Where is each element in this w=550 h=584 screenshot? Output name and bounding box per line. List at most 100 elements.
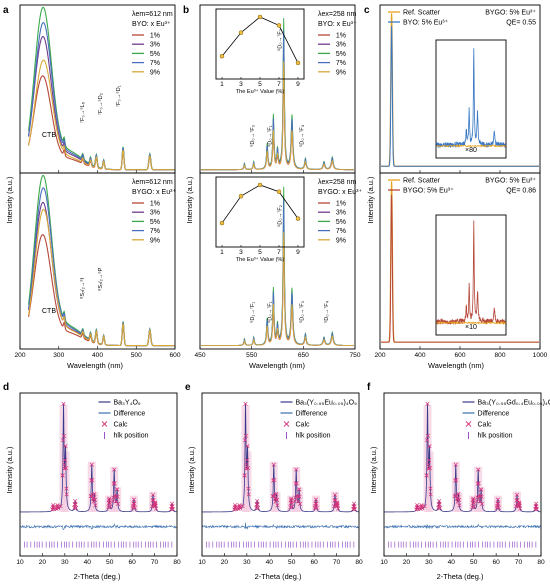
e-calc-marker	[243, 438, 248, 443]
e-x-tick-label: 80	[355, 559, 363, 566]
a-top-annotation-transition: ⁷F₀→⁵D₂	[97, 93, 104, 115]
e-x-tick-label: 10	[198, 559, 206, 566]
f-calc-marker	[427, 444, 432, 449]
d-calc-marker	[73, 498, 78, 504]
f-calc-marker	[437, 498, 442, 504]
f-calc-marker	[424, 473, 429, 478]
f-calc-marker	[472, 504, 477, 509]
e-x-tick-label: 70	[333, 559, 341, 566]
b-top-series-line	[201, 61, 354, 171]
b-top-annotation-transition: ⁵D₀→⁷F₃	[249, 125, 256, 147]
f-x-tick-label: 50	[470, 559, 478, 566]
d-calc-marker	[132, 501, 137, 506]
f-calc-marker	[425, 401, 430, 406]
c-top-inset-magnification: ×80	[465, 147, 477, 154]
d-calc-marker	[115, 494, 120, 499]
b-top-inset-line	[221, 16, 299, 64]
d-difference-line	[20, 522, 177, 531]
a-top-series-line	[27, 59, 175, 171]
d-calc-marker	[55, 504, 60, 509]
e-calc-marker	[273, 499, 278, 504]
f-legend-entry-calc: Calc	[478, 422, 493, 429]
b-top-legend-entry: 7%	[336, 60, 346, 67]
x-axis-label-f: 2-Theta (deg.)	[437, 572, 484, 581]
f-calc-marker	[427, 458, 432, 463]
b-top-inset-tick-label: 5	[258, 81, 262, 88]
e-calc-marker	[297, 494, 302, 499]
a-top-annotation-transition: ⁷F₀→⁵D₁	[115, 85, 122, 107]
f-x-tick-label: 10	[380, 559, 388, 566]
e-calc-marker	[254, 502, 259, 507]
c-bottom-inset-ref-line	[436, 320, 506, 325]
d-calc-marker	[151, 498, 156, 503]
e-calc-marker	[244, 462, 249, 467]
e-calc-marker	[313, 501, 318, 506]
e-calc-marker	[333, 498, 338, 503]
e-legend-entry-calc: Calc	[296, 422, 311, 429]
b-bottom-inset-point	[219, 220, 225, 226]
e-calc-marker	[312, 505, 318, 510]
e-calc-marker	[294, 481, 299, 486]
e-peak-shade	[243, 451, 252, 512]
b-top-inset-tick-label: 1	[220, 81, 224, 88]
d-calc-marker	[89, 462, 94, 467]
b-bottom-x-tick-label: 550	[246, 352, 257, 359]
d-calc-marker	[90, 477, 95, 483]
b-top-annotation-transition: ⁵D₀→⁷F₁	[266, 125, 273, 147]
d-observed-line	[20, 403, 177, 513]
c-bottom-legend-entry-sample: BYGO: 5% Eu³⁺	[403, 188, 454, 195]
x-axis-label-b: Wavelength (nm)	[249, 361, 305, 370]
b-top-inset-point	[257, 14, 263, 20]
f-calc-marker	[496, 505, 501, 510]
f-calc-marker	[478, 499, 483, 504]
f-calc-marker	[425, 438, 430, 443]
d-calc-marker	[93, 503, 98, 508]
b-bottom-x-tick-label: 650	[298, 352, 309, 359]
f-legend-entry-observed: Ba₃(Y₀.₅₅Gd₀.₄Eu₀.₀₅)₄O₉	[478, 400, 550, 407]
b-bottom-legend-entry: 5%	[336, 219, 346, 226]
b-top-inset-frame	[215, 8, 305, 80]
d-x-tick-label: 60	[128, 559, 136, 566]
f-calc-marker	[438, 505, 443, 511]
a-bottom-legend-entry: 3%	[150, 210, 160, 217]
a-top-annotation-ctb: CTB	[42, 132, 56, 139]
e-calc-marker	[293, 495, 298, 500]
e-x-tick-label: 60	[310, 559, 318, 566]
y-axis-label-f: Intensity (a.u.)	[369, 447, 378, 494]
a-bottom-legend-entry: 5%	[150, 219, 160, 226]
f-x-tick-label: 70	[515, 559, 523, 566]
b-bottom-inset-tick-label: 5	[258, 249, 262, 256]
d-calc-marker	[92, 491, 97, 497]
f-calc-marker	[420, 506, 425, 511]
a-top-legend-subtitle: BYO: x Eu³⁺	[132, 21, 171, 28]
a-top-legend-title: λem=612 nm	[132, 11, 173, 18]
e-calc-marker	[290, 504, 295, 509]
d-calc-marker	[62, 462, 67, 467]
f-calc-marker	[453, 462, 458, 467]
b-bottom-inset-line	[221, 184, 299, 224]
e-difference-line	[202, 522, 359, 530]
d-calc-marker	[132, 505, 137, 510]
e-frame	[201, 392, 360, 557]
d-peak-shade	[61, 451, 70, 512]
e-calc-marker	[272, 477, 277, 483]
f-calc-marker	[475, 495, 480, 500]
d-x-tick-label: 80	[173, 559, 181, 566]
d-calc-marker	[63, 444, 68, 449]
c-bottom-x-tick-label: 200	[374, 352, 385, 359]
f-calc-marker	[495, 501, 500, 506]
c-bottom-x-tick-label: 800	[494, 352, 505, 359]
e-legend-entry-observed: Ba₃(Y₀.₉₅Eu₀.₀₅)₄O₉	[296, 400, 358, 407]
a-bottom-legend-subtitle: BYGO: x Eu³⁺	[132, 189, 176, 196]
c-bottom-inset-frame	[435, 214, 507, 336]
x-axis-label-e: 2-Theta (deg.)	[255, 572, 302, 581]
f-calc-marker	[515, 498, 520, 503]
panel-letter-e: e	[185, 382, 191, 393]
d-x-tick-label: 30	[61, 559, 69, 566]
f-calc-marker	[437, 502, 442, 507]
b-bottom-inset-tick-label: 9	[296, 249, 300, 256]
d-peak-shade	[87, 461, 96, 512]
b-bottom-inset-point	[295, 216, 301, 221]
b-top-inset-point	[276, 23, 282, 28]
f-peak-shade	[425, 451, 434, 512]
